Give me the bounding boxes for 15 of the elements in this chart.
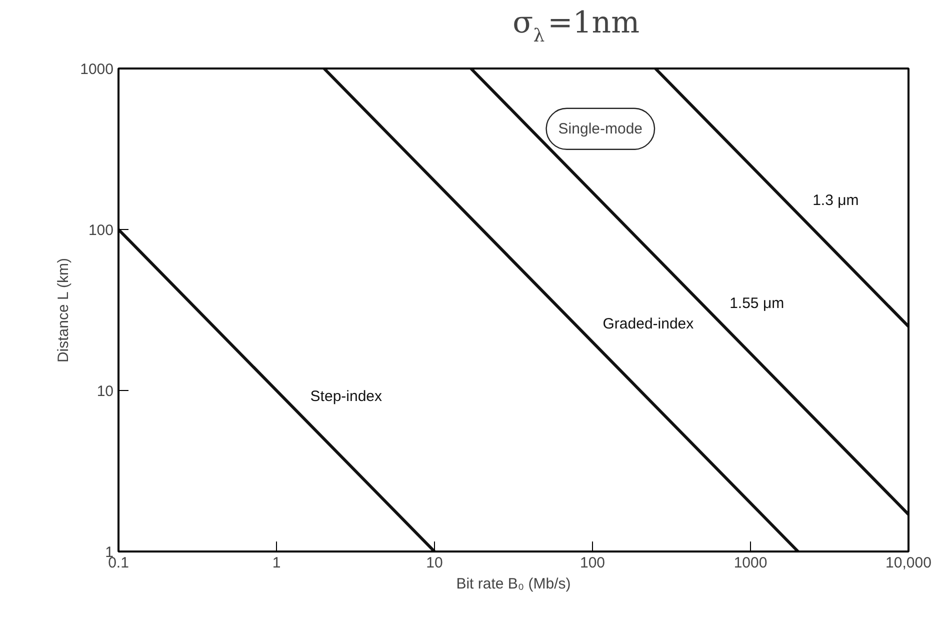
series-label: 1.55 μm: [730, 295, 784, 312]
y-tick-label: 10: [96, 383, 114, 400]
series-label: Graded-index: [602, 316, 694, 333]
annotation: Single-mode: [558, 120, 643, 138]
x-tick-label: 10: [426, 554, 443, 572]
x-axis-title: Bit rate B₀ (Mb/s): [456, 576, 571, 592]
x-tick-label: 10,000: [886, 554, 932, 572]
x-tick-label: 1: [272, 554, 281, 572]
x-tick-label: 1000: [734, 554, 768, 572]
y-tick-label: 100: [88, 222, 114, 239]
series-label: Step-index: [310, 388, 383, 406]
y-axis-title: Distance L (km): [55, 258, 72, 363]
series-label: 1.3 μm: [812, 192, 859, 209]
x-tick-label: 100: [580, 554, 606, 572]
y-tick-label: 1000: [80, 61, 114, 78]
